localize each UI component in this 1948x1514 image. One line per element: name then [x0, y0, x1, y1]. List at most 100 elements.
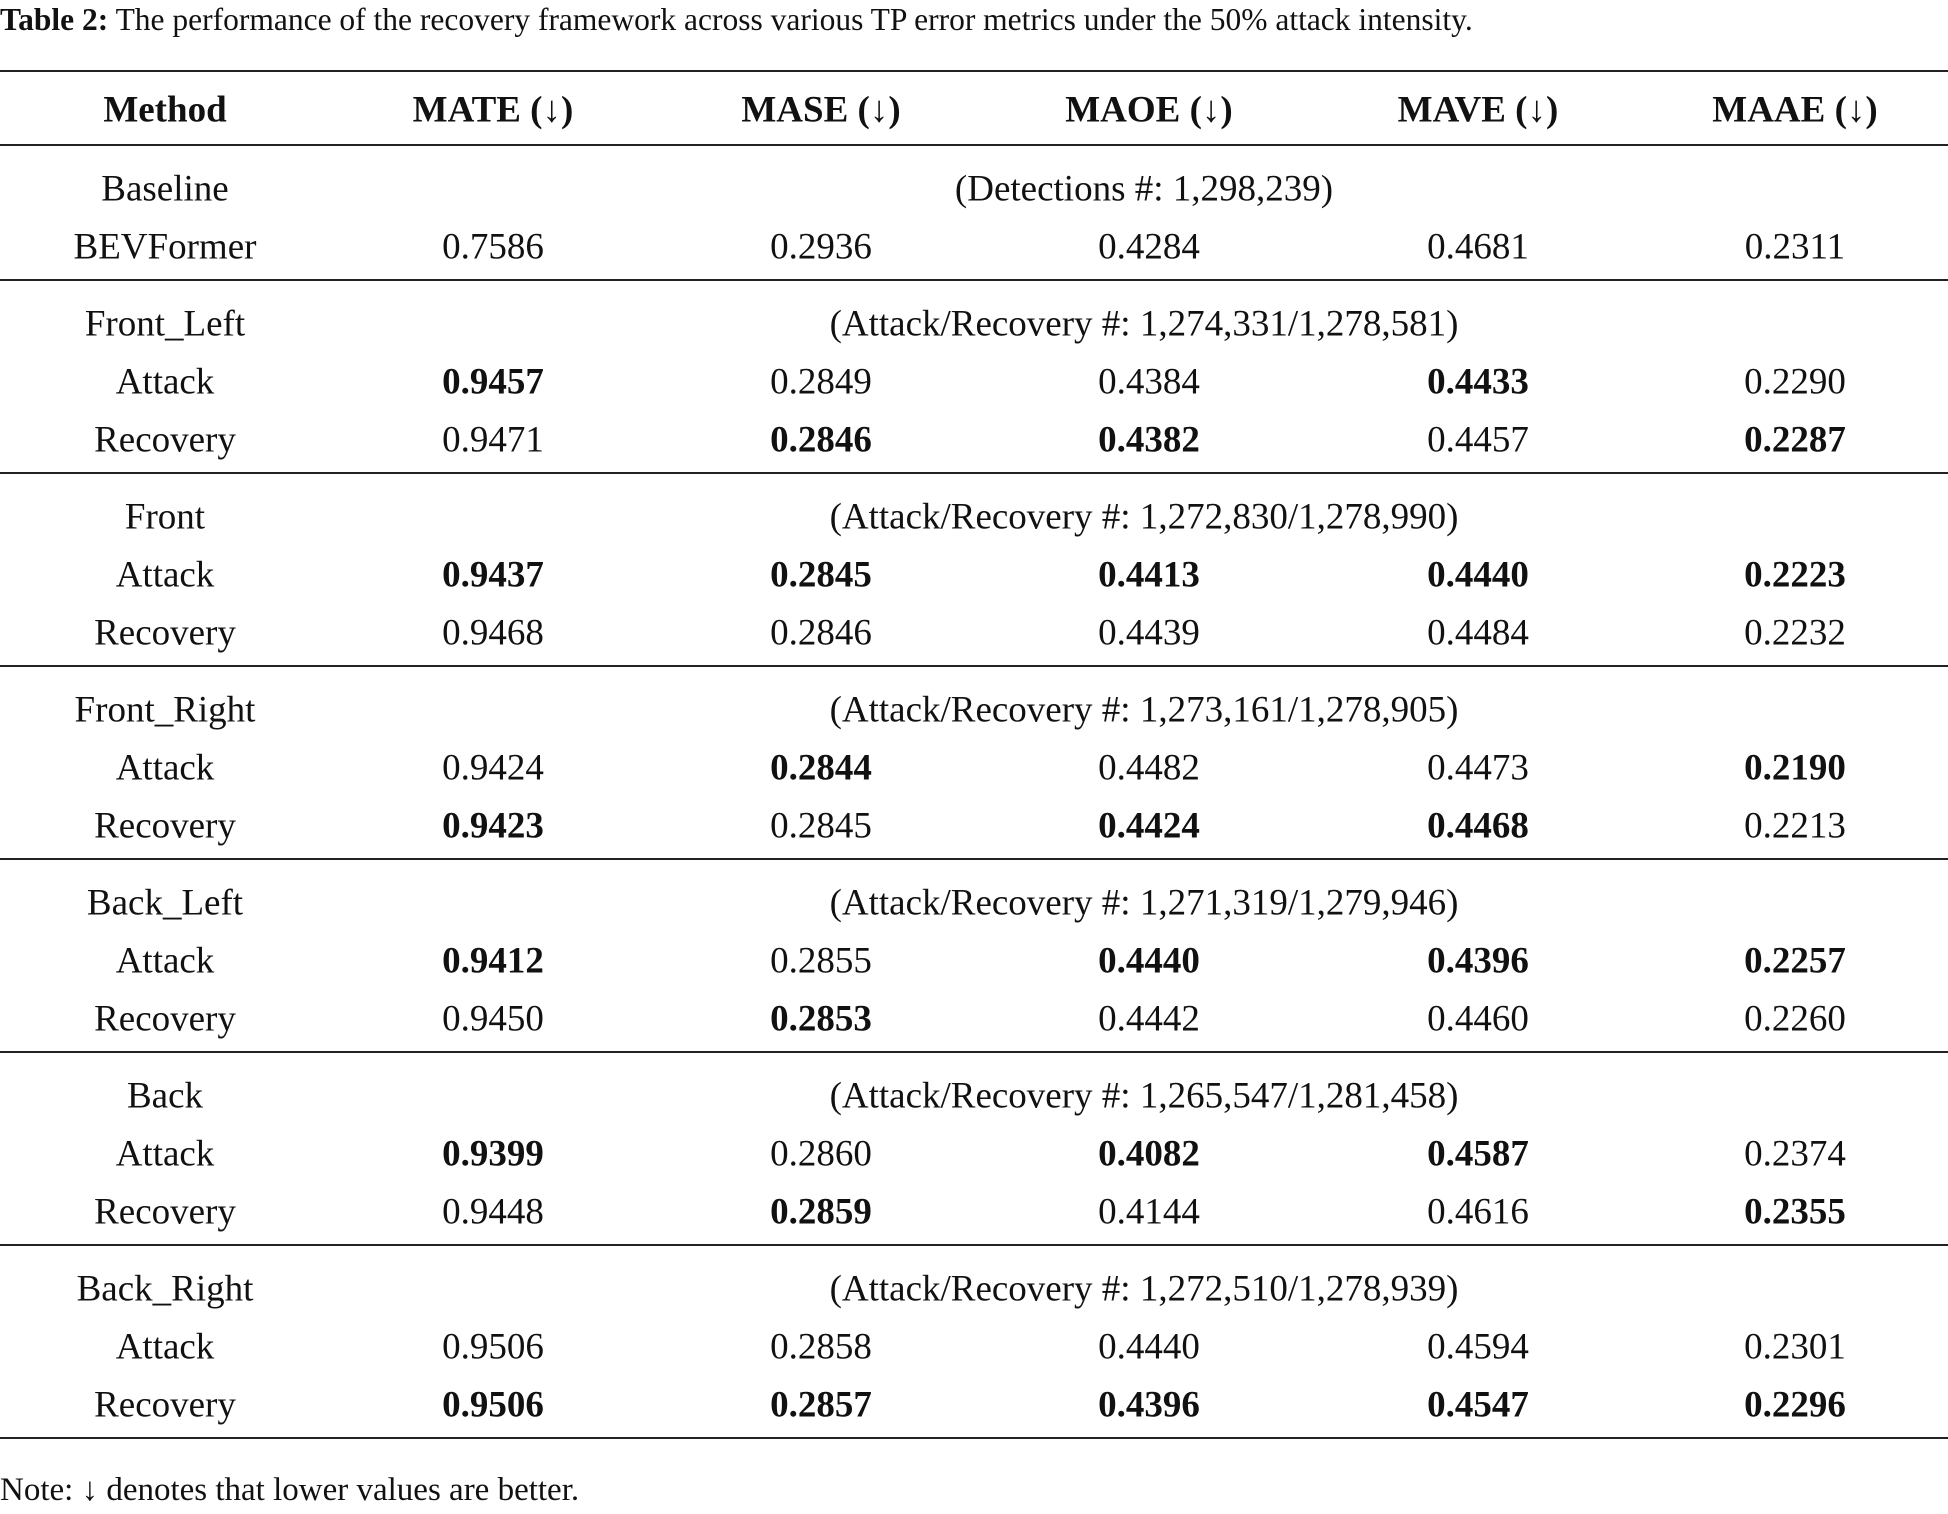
rule — [0, 472, 1948, 474]
cell: 0.4439 — [1098, 612, 1200, 654]
cell: 0.2374 — [1744, 1133, 1846, 1175]
cell: 0.4547 — [1427, 1384, 1529, 1426]
header-cell: MAVE (↓) — [1397, 89, 1559, 131]
cell: 0.2213 — [1744, 805, 1846, 847]
cell: 0.4473 — [1427, 747, 1529, 789]
cell: 0.4413 — [1098, 554, 1200, 596]
cell: 0.2844 — [770, 747, 872, 789]
cell: 0.9506 — [442, 1326, 544, 1368]
row-label: Attack — [115, 1326, 215, 1368]
row-label: Recovery — [94, 1384, 236, 1426]
cell: 0.2290 — [1744, 361, 1846, 403]
rule — [0, 1437, 1948, 1439]
cell: 0.4433 — [1427, 361, 1529, 403]
cell: 0.4144 — [1098, 1191, 1200, 1233]
cell: 0.4482 — [1098, 747, 1200, 789]
cell: 0.4442 — [1098, 998, 1200, 1040]
cell: 0.9506 — [442, 1384, 544, 1426]
group-info: (Attack/Recovery #: 1,272,830/1,278,990) — [829, 496, 1459, 538]
cell: 0.9450 — [442, 998, 544, 1040]
row-label: Attack — [115, 1133, 215, 1175]
cell: 0.2190 — [1744, 747, 1846, 789]
rule — [0, 279, 1948, 281]
cell: 0.2296 — [1744, 1384, 1846, 1426]
cell: 0.4396 — [1098, 1384, 1200, 1426]
cell: 0.2860 — [770, 1133, 872, 1175]
row-label: Attack — [115, 747, 215, 789]
header-cell: MASE (↓) — [741, 89, 901, 131]
cell: 0.9457 — [442, 361, 544, 403]
cell: 0.2858 — [770, 1326, 872, 1368]
rule — [0, 144, 1948, 146]
cell: 0.9412 — [442, 940, 544, 982]
cell: 0.9424 — [442, 747, 544, 789]
row-label: Recovery — [94, 419, 236, 461]
cell: 0.7586 — [442, 226, 544, 268]
group-name: Back — [126, 1075, 204, 1117]
group-name: Front_Left — [84, 303, 246, 345]
cell: 0.4440 — [1427, 554, 1529, 596]
cell: 0.4382 — [1098, 419, 1200, 461]
rule — [0, 1051, 1948, 1053]
cell: 0.9423 — [442, 805, 544, 847]
group-name: Back_Left — [86, 882, 244, 924]
cell: 0.4616 — [1427, 1191, 1529, 1233]
cell: 0.9437 — [442, 554, 544, 596]
cell: 0.4681 — [1427, 226, 1529, 268]
cell: 0.4284 — [1098, 226, 1200, 268]
group-name: Front — [124, 496, 206, 538]
header-cell: Method — [103, 89, 227, 131]
group-name: Front_Right — [74, 689, 256, 731]
cell: 0.4384 — [1098, 361, 1200, 403]
cell: 0.4457 — [1427, 419, 1529, 461]
group-info: (Attack/Recovery #: 1,274,331/1,278,581) — [829, 303, 1459, 345]
row-label: Recovery — [94, 805, 236, 847]
group-info: (Attack/Recovery #: 1,271,319/1,279,946) — [829, 882, 1459, 924]
cell: 0.2846 — [770, 419, 872, 461]
cell: 0.4484 — [1427, 612, 1529, 654]
rule — [0, 858, 1948, 860]
row-label: Recovery — [94, 998, 236, 1040]
cell: 0.4440 — [1098, 940, 1200, 982]
cell: 0.4396 — [1427, 940, 1529, 982]
cell: 0.2287 — [1744, 419, 1846, 461]
row-label: Recovery — [94, 612, 236, 654]
caption-text: The performance of the recovery framewor… — [115, 2, 1473, 37]
rule — [0, 665, 1948, 667]
cell: 0.2846 — [770, 612, 872, 654]
header-cell: MATE (↓) — [412, 89, 574, 131]
row-label: Attack — [115, 940, 215, 982]
cell: 0.2853 — [770, 998, 872, 1040]
cell: 0.2301 — [1744, 1326, 1846, 1368]
group-name: Baseline — [101, 168, 229, 210]
cell: 0.2855 — [770, 940, 872, 982]
cell: 0.2857 — [770, 1384, 872, 1426]
cell: 0.4440 — [1098, 1326, 1200, 1368]
header-cell: MAAE (↓) — [1712, 89, 1878, 131]
caption: Table 2: The performance of the recovery… — [0, 2, 1948, 38]
cell: 0.2257 — [1744, 940, 1846, 982]
table-note: Note: ↓ denotes that lower values are be… — [0, 1472, 580, 1508]
cell: 0.4594 — [1427, 1326, 1529, 1368]
rule — [0, 1244, 1948, 1246]
row-label: Recovery — [94, 1191, 236, 1233]
cell: 0.4460 — [1427, 998, 1529, 1040]
cell: 0.9448 — [442, 1191, 544, 1233]
cell: 0.2936 — [770, 226, 872, 268]
header-cell: MAOE (↓) — [1065, 89, 1233, 131]
cell: 0.2849 — [770, 361, 872, 403]
cell: 0.2845 — [770, 805, 872, 847]
cell: 0.9399 — [442, 1133, 544, 1175]
cell: 0.4468 — [1427, 805, 1529, 847]
group-info: (Attack/Recovery #: 1,273,161/1,278,905) — [829, 689, 1459, 731]
group-info: (Detections #: 1,298,239) — [954, 168, 1334, 210]
cell: 0.9468 — [442, 612, 544, 654]
cell: 0.2845 — [770, 554, 872, 596]
cell: 0.9471 — [442, 419, 544, 461]
caption-label: Table 2: — [0, 2, 109, 37]
row-label: BEVFormer — [73, 226, 257, 268]
row-label: Attack — [115, 361, 215, 403]
cell: 0.2260 — [1744, 998, 1846, 1040]
cell: 0.2311 — [1744, 226, 1846, 268]
